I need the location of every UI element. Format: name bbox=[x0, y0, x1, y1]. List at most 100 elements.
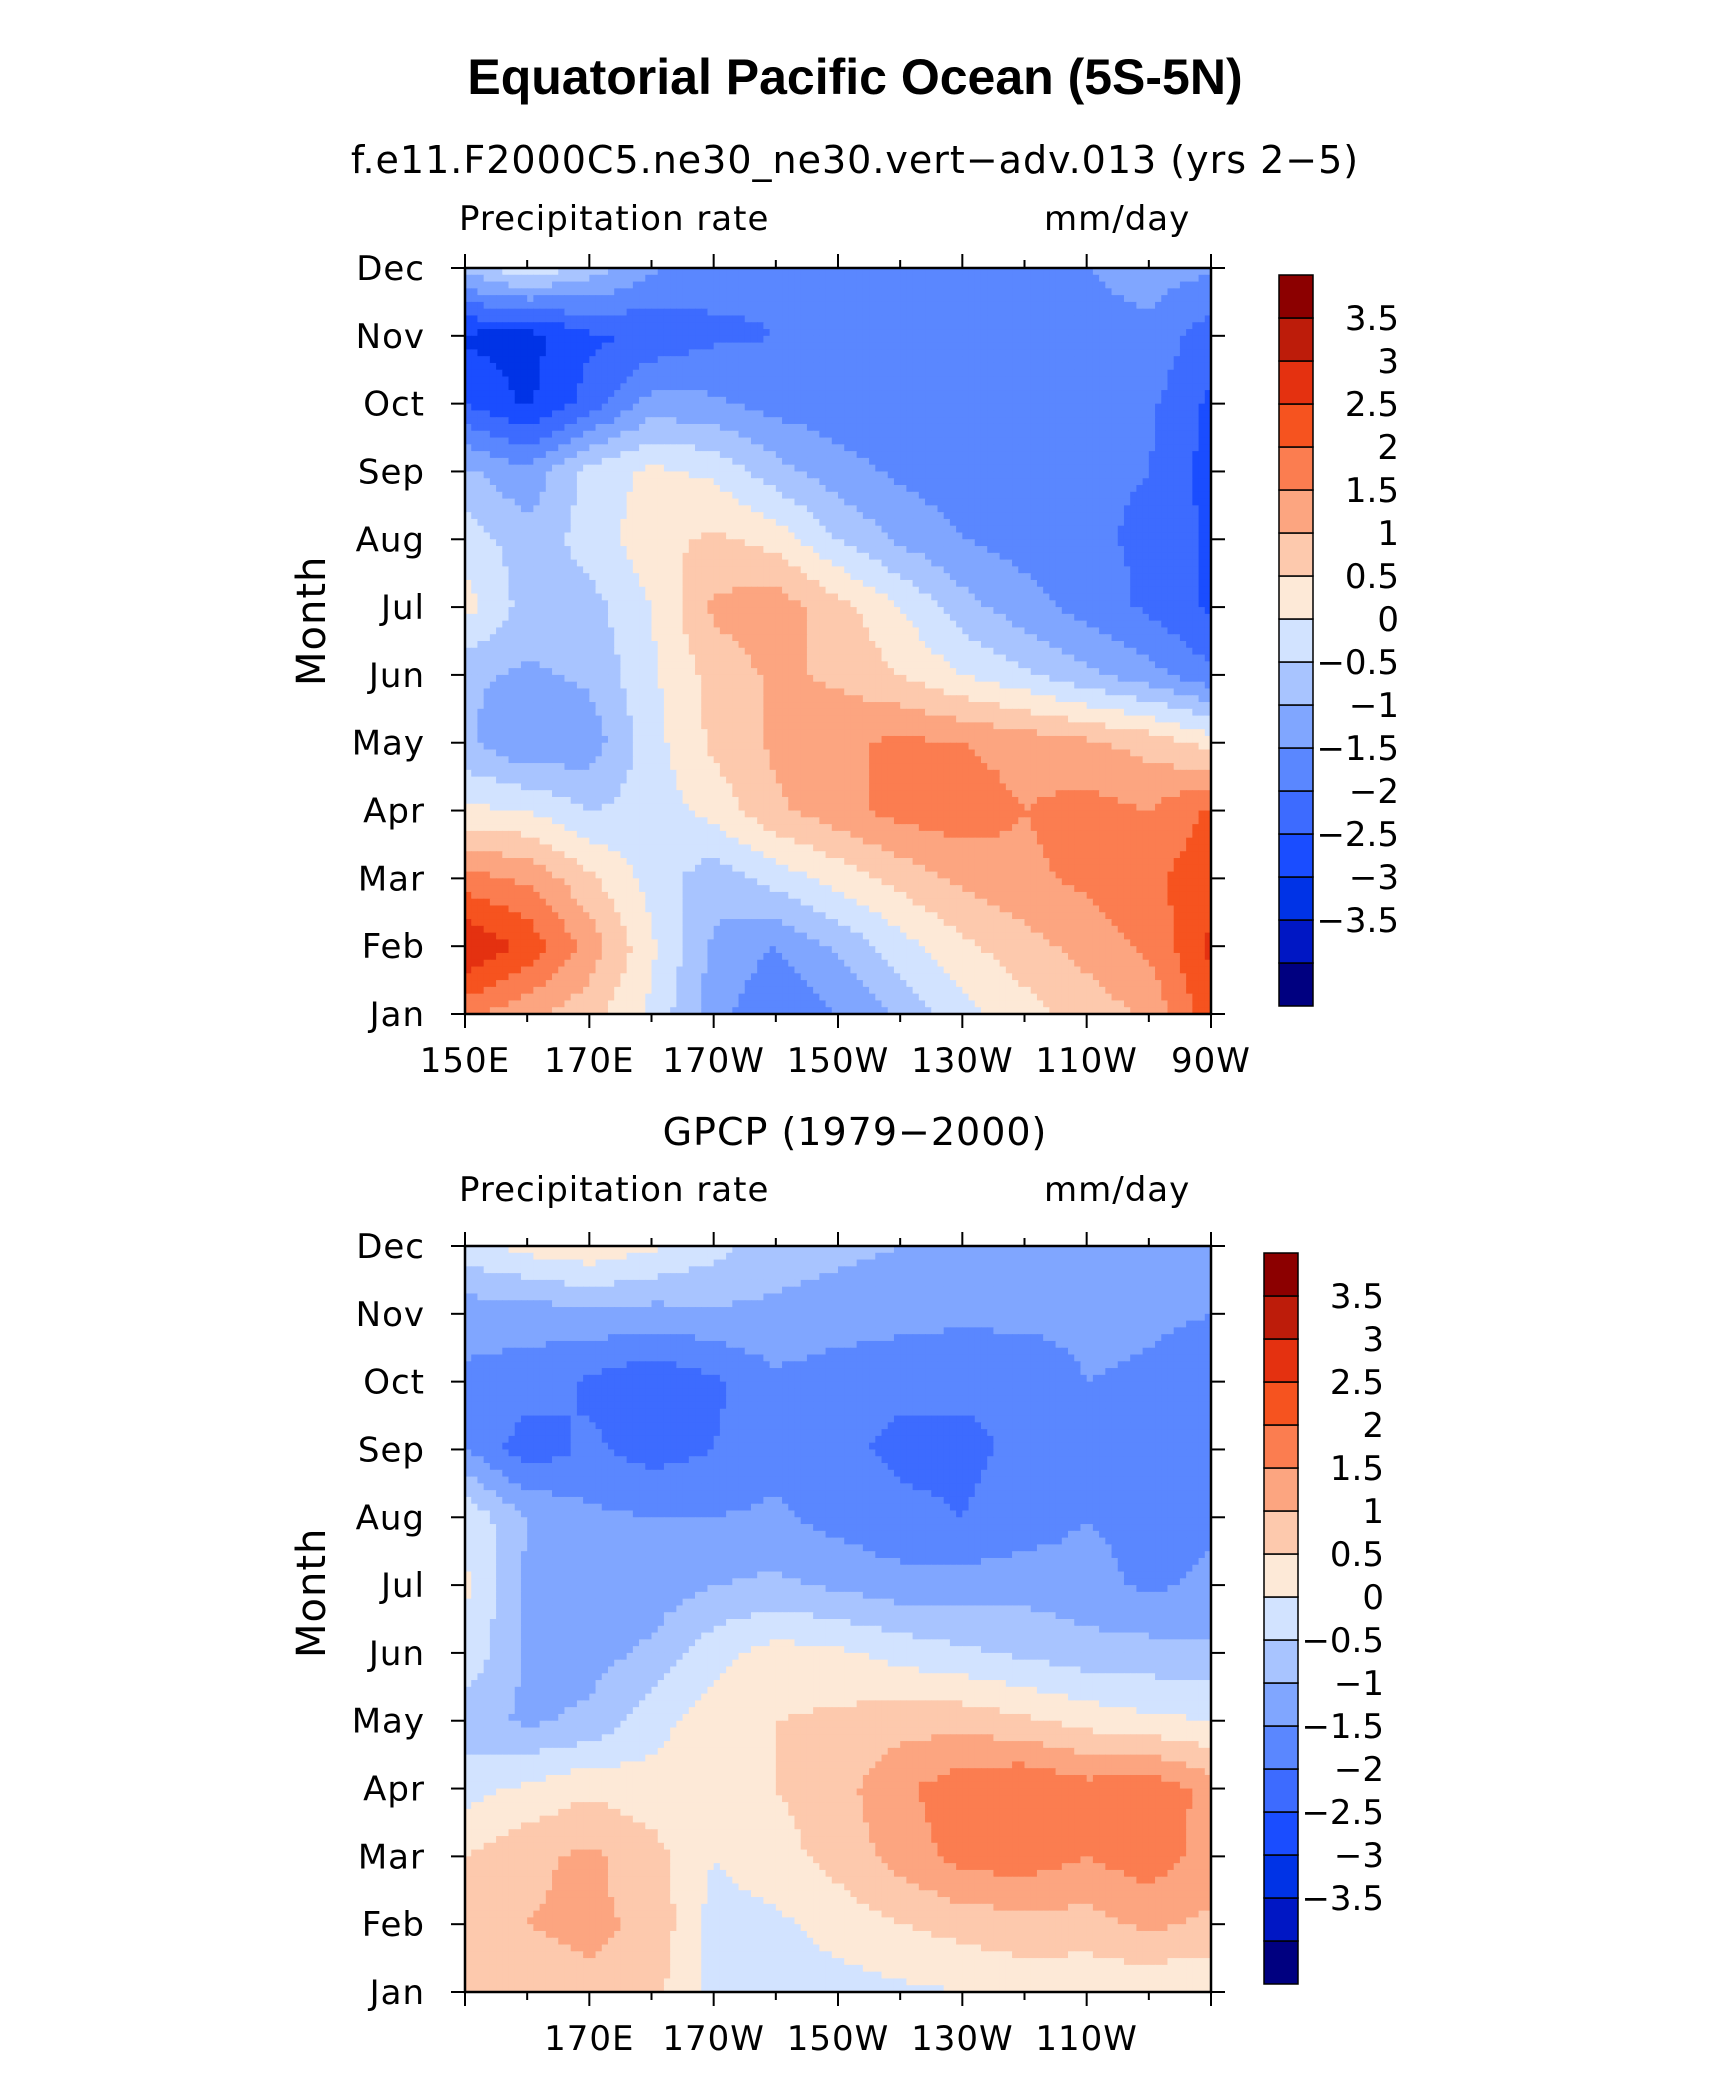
panel1-field-cell bbox=[533, 505, 540, 512]
panel1-field-cell bbox=[614, 377, 621, 384]
panel1-field-cell bbox=[589, 282, 596, 289]
panel1-field-cell bbox=[490, 309, 497, 316]
panel1-field-cell bbox=[1056, 444, 1063, 451]
panel1-field-cell bbox=[1012, 356, 1019, 363]
panel1-field-cell bbox=[813, 363, 820, 370]
panel1-field-cell bbox=[1018, 356, 1025, 363]
panel1-field-cell bbox=[602, 526, 609, 533]
panel1-field-cell bbox=[1043, 431, 1050, 438]
panel1-field-cell bbox=[1174, 532, 1181, 539]
panel1-field-cell bbox=[639, 343, 646, 350]
panel1-field-cell bbox=[875, 505, 882, 512]
panel1-field-cell bbox=[1186, 438, 1193, 445]
panel1-field-cell bbox=[714, 343, 721, 350]
panel1-field-cell bbox=[913, 485, 920, 492]
panel1-field-cell bbox=[906, 505, 913, 512]
panel1-field-cell bbox=[770, 465, 777, 472]
panel1-field-cell bbox=[757, 390, 764, 397]
panel1-field-cell bbox=[1136, 383, 1143, 390]
panel1-field-cell bbox=[1043, 356, 1050, 363]
panel1-field-cell bbox=[956, 336, 963, 343]
panel1-field-cell bbox=[850, 309, 857, 316]
panel1-field-cell bbox=[1149, 424, 1156, 431]
panel1-field-cell bbox=[838, 349, 845, 356]
panel1-field-cell bbox=[826, 485, 833, 492]
panel1-field-cell bbox=[1136, 288, 1143, 295]
panel1-field-cell bbox=[962, 275, 969, 282]
panel1-field-cell bbox=[1130, 322, 1137, 329]
panel1-field-cell bbox=[652, 322, 659, 329]
panel1-field-cell bbox=[664, 397, 671, 404]
panel1-field-cell bbox=[1099, 410, 1106, 417]
panel1-field-cell bbox=[1149, 356, 1156, 363]
panel1-field-cell bbox=[571, 492, 578, 499]
panel1-field-cell bbox=[683, 492, 690, 499]
panel1-field-cell bbox=[739, 492, 746, 499]
panel1-field-cell bbox=[1006, 329, 1013, 336]
panel1-field-cell bbox=[925, 410, 932, 417]
panel1-field-cell bbox=[931, 526, 938, 533]
panel1-field-cell bbox=[695, 512, 702, 519]
panel1-field-cell bbox=[583, 336, 590, 343]
panel1-field-cell bbox=[937, 336, 944, 343]
panel1-field-cell bbox=[1192, 512, 1199, 519]
panel1-field-cell bbox=[1000, 275, 1007, 282]
panel1-field-cell bbox=[844, 336, 851, 343]
panel1-field-cell bbox=[1174, 492, 1181, 499]
panel1-field-cell bbox=[558, 424, 565, 431]
panel1-field-cell bbox=[577, 383, 584, 390]
panel1-field-cell bbox=[931, 458, 938, 465]
panel1-field-cell bbox=[701, 424, 708, 431]
panel1-field-cell bbox=[676, 322, 683, 329]
panel1-field-cell bbox=[1062, 282, 1069, 289]
panel1-field-cell bbox=[826, 505, 833, 512]
panel1-field-cell bbox=[639, 471, 646, 478]
panel1-field-cell bbox=[863, 505, 870, 512]
panel1-field-cell bbox=[1130, 349, 1137, 356]
panel1-field-cell bbox=[477, 336, 484, 343]
panel1-field-cell bbox=[819, 309, 826, 316]
panel1-field-cell bbox=[757, 315, 764, 322]
panel1-field-cell bbox=[1087, 410, 1094, 417]
panel1-field-cell bbox=[726, 336, 733, 343]
panel1-field-cell bbox=[1080, 526, 1087, 533]
panel1-field-cell bbox=[1025, 451, 1032, 458]
panel1-field-cell bbox=[875, 288, 882, 295]
panel1-field-cell bbox=[664, 363, 671, 370]
panel1-field-cell bbox=[1149, 492, 1156, 499]
panel1-field-cell bbox=[1167, 356, 1174, 363]
panel1-field-cell bbox=[745, 336, 752, 343]
panel1-field-cell bbox=[552, 485, 559, 492]
panel1-field-cell bbox=[689, 505, 696, 512]
panel1-field-cell bbox=[937, 492, 944, 499]
panel1-field-cell bbox=[900, 336, 907, 343]
panel1-field-cell bbox=[894, 322, 901, 329]
panel1-field-cell bbox=[882, 390, 889, 397]
panel1-field-cell bbox=[1130, 410, 1137, 417]
panel1-field-cell bbox=[906, 539, 913, 546]
panel1-field-cell bbox=[707, 397, 714, 404]
panel1-field-cell bbox=[1105, 532, 1112, 539]
panel1-field-cell bbox=[975, 336, 982, 343]
panel1-field-cell bbox=[596, 397, 603, 404]
panel1-field-cell bbox=[937, 431, 944, 438]
panel1-field-cell bbox=[496, 465, 503, 472]
panel1-field-cell bbox=[751, 505, 758, 512]
panel1-field-cell bbox=[608, 492, 615, 499]
panel1-field-cell bbox=[1093, 336, 1100, 343]
panel1-field-cell bbox=[515, 417, 522, 424]
panel1-field-cell bbox=[1149, 397, 1156, 404]
panel1-field-cell bbox=[882, 492, 889, 499]
panel1-field-cell bbox=[540, 295, 547, 302]
panel1-field-cell bbox=[919, 322, 926, 329]
panel1-field-cell bbox=[863, 492, 870, 499]
panel1-field-cell bbox=[937, 343, 944, 350]
panel1-field-cell bbox=[925, 485, 932, 492]
panel1-field-cell bbox=[652, 302, 659, 309]
panel1-field-cell bbox=[888, 383, 895, 390]
panel1-field-cell bbox=[658, 377, 665, 384]
panel1-field-cell bbox=[869, 343, 876, 350]
panel1-field-cell bbox=[987, 519, 994, 526]
panel1-field-cell bbox=[589, 288, 596, 295]
panel1-field-cell bbox=[782, 519, 789, 526]
